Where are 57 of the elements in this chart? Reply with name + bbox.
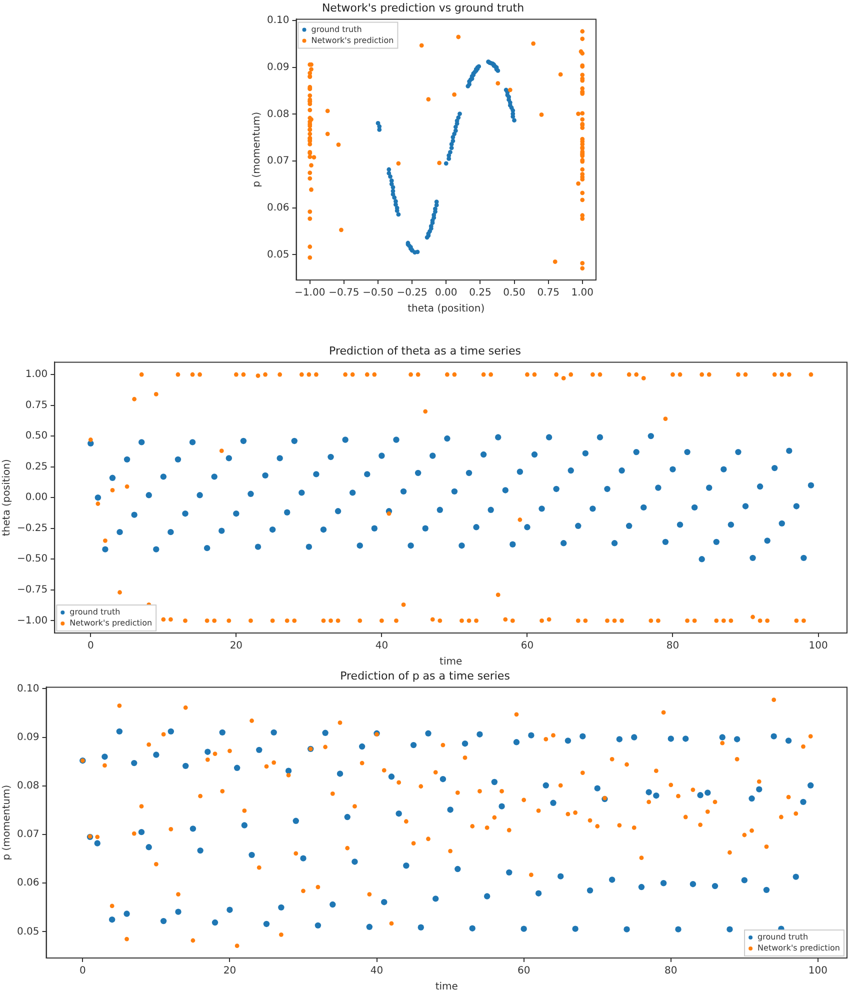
x-axis-title: time <box>435 982 458 993</box>
x-tick-label: 20 <box>223 966 236 977</box>
x-tick-label: −1.00 <box>294 288 326 299</box>
x-axis-title: theta (position) <box>408 304 485 315</box>
y-tick-label: 0.08 <box>267 108 290 120</box>
x-tick-label: 60 <box>517 966 530 977</box>
x-tick-label: 0.25 <box>469 288 492 299</box>
legend-label: Network's prediction <box>311 36 394 45</box>
x-tick-label: 0 <box>79 966 86 977</box>
y-tick-label: 0.07 <box>17 829 40 840</box>
y-tick-label: −0.50 <box>16 554 48 565</box>
chart-title: Network's prediction vs ground truth <box>322 1 524 14</box>
y-tick-label: 0.07 <box>267 156 290 167</box>
y-tick-label: −0.75 <box>16 584 48 596</box>
x-tick-label: 0.50 <box>503 288 526 299</box>
x-tick-label: −0.50 <box>362 288 394 299</box>
y-tick-label: 0.09 <box>267 62 290 74</box>
legend-label: ground truth <box>311 24 362 34</box>
y-tick-label: 0.08 <box>17 780 40 792</box>
y-tick-label: 0.00 <box>25 492 48 504</box>
legend-label: ground truth <box>758 932 808 942</box>
legend-label: Network's prediction <box>70 618 152 628</box>
x-tick-label: 20 <box>230 640 243 652</box>
x-tick-label: 40 <box>375 640 388 652</box>
y-axis-title: theta (position) <box>2 458 13 536</box>
legend-label: ground truth <box>70 608 120 617</box>
x-axis-title: time <box>440 656 462 668</box>
x-tick-label: 0.75 <box>537 288 560 299</box>
y-tick-label: 0.50 <box>25 430 48 442</box>
y-tick-label: 0.06 <box>267 202 290 214</box>
x-tick-label: 100 <box>808 640 828 652</box>
y-tick-label: 0.09 <box>17 732 40 743</box>
y-tick-label: 0.10 <box>17 683 40 694</box>
chart-title: Prediction of theta as a time series <box>329 344 522 358</box>
x-tick-label: −0.25 <box>396 288 428 299</box>
x-tick-label: 1.00 <box>571 288 594 299</box>
x-tick-label: 0 <box>87 640 94 652</box>
x-tick-label: 0.00 <box>435 288 458 299</box>
y-tick-label: 0.10 <box>267 15 290 26</box>
y-tick-label: 0.05 <box>17 926 40 938</box>
x-tick-label: 100 <box>808 966 828 977</box>
y-tick-label: 1.00 <box>25 369 48 380</box>
y-tick-label: 0.75 <box>25 400 48 411</box>
x-tick-label: 60 <box>520 640 534 652</box>
x-tick-label: 80 <box>664 966 678 977</box>
x-tick-label: 80 <box>666 640 680 652</box>
legend-label: Network's prediction <box>758 944 840 953</box>
y-tick-label: 0.05 <box>267 249 290 260</box>
x-tick-label: 40 <box>370 966 384 977</box>
y-tick-label: 0.06 <box>17 878 40 889</box>
y-tick-label: −1.00 <box>16 615 48 626</box>
y-axis-title: p (momentum) <box>2 784 13 860</box>
y-axis-title: p (momentum) <box>252 112 263 188</box>
chart-title: Prediction of p as a time series <box>340 669 510 682</box>
y-tick-label: 0.25 <box>25 461 48 472</box>
x-tick-label: −0.75 <box>328 288 360 299</box>
y-tick-label: −0.25 <box>16 522 48 534</box>
